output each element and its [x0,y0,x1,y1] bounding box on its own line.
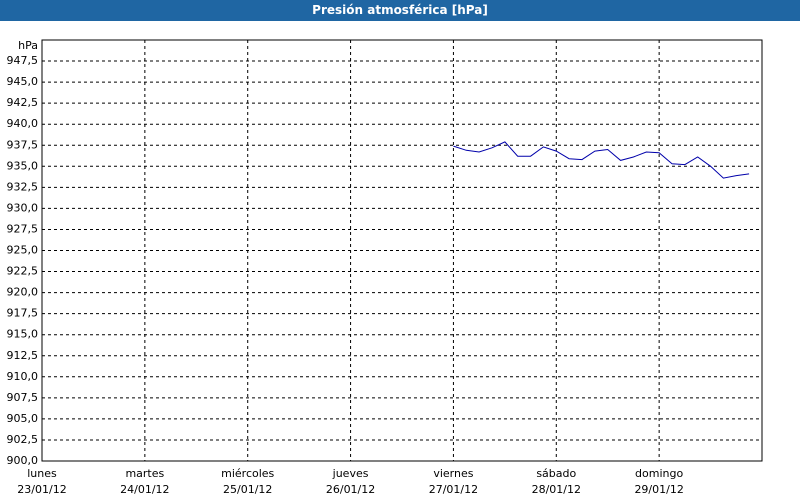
x-tick-day: viernes [433,467,473,480]
plot-frame [41,39,763,462]
y-tick-label: 947,5 [7,54,39,67]
x-tick-label: 28/01/12 [532,483,581,496]
y-tick-label: 902,5 [7,433,39,446]
y-tick-label: 915,0 [7,328,39,341]
y-tick-label: 930,0 [7,201,39,214]
y-tick-label: 935,0 [7,159,39,172]
y-tick-label: 922,5 [7,265,39,278]
x-tick-day: jueves [332,467,369,480]
x-tick-day: miércoles [221,467,274,480]
y-tick-label: 905,0 [7,412,39,425]
y-tick-label: 927,5 [7,222,39,235]
y-tick-label: 940,0 [7,117,39,130]
y-tick-label: 945,0 [7,75,39,88]
title-bar: Presión atmosférica [hPa] [0,0,800,21]
x-tick-day: lunes [27,467,57,480]
y-tick-label: 900,0 [7,454,39,467]
x-tick-day: martes [125,467,164,480]
x-tick-label: 27/01/12 [429,483,478,496]
y-tick-label: 917,5 [7,307,39,320]
x-tick-label: 23/01/12 [17,483,66,496]
x-tick-label: 29/01/12 [634,483,683,496]
x-tick-label: 26/01/12 [326,483,375,496]
y-tick-label: 925,0 [7,244,39,257]
y-tick-label: 920,0 [7,286,39,299]
x-tick-day: domingo [635,467,683,480]
y-unit: hPa [18,39,38,52]
y-tick-label: 907,5 [7,391,39,404]
y-tick-label: 937,5 [7,138,39,151]
y-tick-label: 932,5 [7,180,39,193]
y-tick-label: 942,5 [7,96,39,109]
y-tick-label: 912,5 [7,349,39,362]
x-tick-label: 25/01/12 [223,483,272,496]
data-line [453,141,750,179]
y-tick-label: 910,0 [7,370,39,383]
x-tick-label: 24/01/12 [120,483,169,496]
x-tick-day: sábado [536,467,576,480]
